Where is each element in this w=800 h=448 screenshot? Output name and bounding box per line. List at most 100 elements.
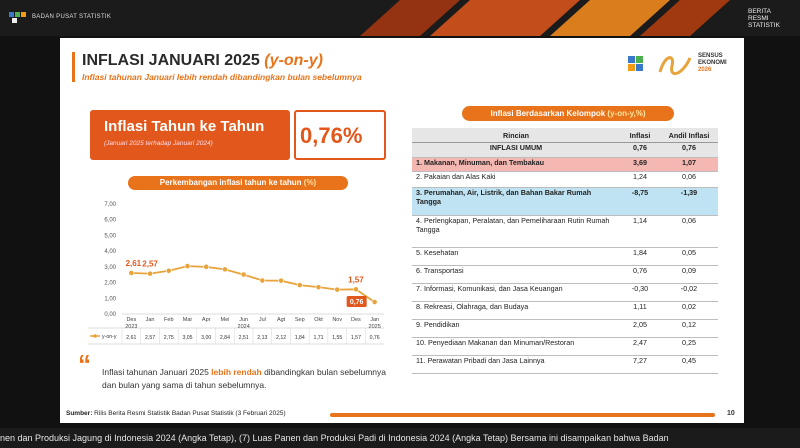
- data-point: [334, 286, 341, 293]
- x-tick-label: Jan: [146, 317, 155, 323]
- x-tick-year-label: 2025: [369, 324, 381, 330]
- table-row: 1. Makanan, Minuman, dan Tembakau 3,69 1,0…: [412, 157, 718, 172]
- data-point: [184, 263, 191, 269]
- row-andil: 0,06: [660, 171, 718, 188]
- data-point: [353, 286, 359, 293]
- sensus-line: EKONOMI: [698, 60, 727, 66]
- row-name: 5. Kesehatan: [412, 247, 620, 266]
- title-main: INFLASI JANUARI 2025: [82, 52, 265, 69]
- data-table-value: 2,57: [145, 335, 155, 341]
- row-name: 4. Perlengkapan, Peralatan, dan Pemeliha…: [412, 215, 620, 248]
- y-tick-label: 5,00: [104, 233, 116, 239]
- data-table-value: 1,71: [313, 335, 323, 341]
- table-row: 10. Penyediaan Makanan dan Minuman/Resto…: [412, 337, 718, 356]
- data-label: 2,57: [142, 260, 158, 269]
- y-tick-label: 4,00: [104, 249, 116, 255]
- chart-title-pill: [128, 176, 348, 190]
- table-row: INFLASI UMUM 0,76 0,76: [412, 142, 718, 158]
- source-text: Rilis Berita Resmi Statistik Badan Pusat…: [92, 410, 286, 417]
- x-tick-label: Apr: [202, 317, 211, 323]
- data-point: [296, 282, 303, 288]
- slide-subtitle: Inflasi tahunan Januari lebih rendah dib…: [82, 72, 362, 82]
- row-name: 9. Pendidikan: [412, 319, 620, 338]
- data-table-value: 2,84: [220, 335, 230, 341]
- row-andil: 0,76: [660, 142, 718, 158]
- data-label: 1,57: [348, 275, 364, 284]
- data-table-value: 2,51: [239, 335, 249, 341]
- title-yoy: (y-on-y): [264, 52, 323, 69]
- row-andil: 0,09: [660, 265, 718, 284]
- row-andil: 0,02: [660, 301, 718, 320]
- table-title-text: Inflasi Berdasarkan Kelompok: [490, 109, 608, 118]
- data-table-value: 2,75: [164, 335, 174, 341]
- x-tick-label: Jul: [259, 317, 266, 323]
- page-number: 10: [727, 410, 735, 417]
- source-label: Sumber:: [66, 410, 93, 417]
- x-tick-label: Nov: [332, 317, 342, 323]
- data-table-value: 3,00: [201, 335, 211, 341]
- news-ticker-text: nen dan Produksi Jagung di Indonesia 202…: [0, 433, 669, 443]
- series-line-yoy: [131, 265, 376, 303]
- row-name: 1. Makanan, Minuman, dan Tembakau: [412, 157, 620, 172]
- x-tick-label: Sep: [295, 317, 305, 323]
- data-point: [147, 270, 153, 277]
- row-inflasi: -8,75: [620, 187, 660, 216]
- topbar-org-name: BADAN PUSAT STATISTIK: [32, 14, 112, 20]
- data-point: [371, 299, 378, 305]
- table-header-cell: Rincian: [412, 128, 620, 143]
- table-title: Inflasi Berdasarkan Kelompok (y-on-y,%): [462, 109, 674, 118]
- y-tick-label: 1,00: [104, 296, 116, 302]
- slide-title: INFLASI JANUARI 2025 (y-on-y): [82, 52, 323, 70]
- quote-text: dibandingkan bulan sebelumnya dan bulan …: [102, 367, 387, 390]
- row-inflasi: 1,24: [620, 171, 660, 188]
- quote-text: Inflasi tahunan Januari 2025: [102, 367, 212, 377]
- row-name: 11. Perawatan Pribadi dan Jasa Lainnya: [412, 355, 620, 374]
- sensus-line: SENSUS: [698, 53, 723, 59]
- data-table-value: 2,12: [276, 335, 286, 341]
- x-tick-label: Agt: [277, 317, 286, 323]
- table-row: 11. Perawatan Pribadi dan Jasa Lainnya 7,…: [412, 355, 718, 374]
- row-inflasi: 0,76: [620, 142, 660, 158]
- brs-label-line: RESMI: [748, 15, 769, 22]
- row-andil: -1,39: [660, 187, 718, 216]
- row-inflasi: 7,27: [620, 355, 660, 374]
- chart-title: Perkembangan inflasi tahun ke tahun (%): [128, 178, 348, 187]
- headline-value-box: [294, 110, 386, 160]
- headline-title: Inflasi Tahun ke Tahun: [104, 118, 265, 135]
- x-tick-label: Feb: [164, 317, 173, 323]
- data-table-value: 2,13: [257, 335, 267, 341]
- headline-box: [90, 110, 290, 160]
- table-row: 5. Kesehatan 1,84 0,05: [412, 247, 718, 266]
- inflation-line-chart: 0,001,002,003,004,005,006,007,00Des2023J…: [88, 202, 384, 345]
- table-row: 6. Transportasi 0,76 0,09: [412, 265, 718, 284]
- chart-title-unit: (%): [303, 178, 317, 187]
- table-row: 2. Pakaian dan Alas Kaki 1,24 0,06: [412, 171, 718, 188]
- row-andil: 0,45: [660, 355, 718, 374]
- data-label-box: [346, 296, 367, 308]
- data-point: [259, 277, 266, 284]
- bps-logo-icon: [9, 12, 26, 23]
- source-note: Sumber: Rilis Berita Resmi Statistik Bad…: [66, 410, 286, 417]
- x-tick-label: Okt: [314, 317, 323, 323]
- row-inflasi: 2,47: [620, 337, 660, 356]
- data-point: [203, 263, 210, 270]
- data-table-value: 1,57: [351, 335, 361, 341]
- row-inflasi: 2,05: [620, 319, 660, 338]
- row-name: 3. Perumahan, Air, Listrik, dan Bahan Ba…: [412, 187, 620, 216]
- legend-marker: [93, 334, 97, 338]
- row-inflasi: 0,76: [620, 265, 660, 284]
- data-point: [240, 271, 247, 278]
- row-name: 8. Rekreasi, Olahraga, dan Budaya: [412, 301, 620, 320]
- row-name: 6. Transportasi: [412, 265, 620, 284]
- row-andil: 0,05: [660, 247, 718, 266]
- footer-accent-line: [330, 413, 715, 417]
- sensus-ekonomi-logo-icon: [628, 56, 692, 75]
- data-table-value: 1,84: [295, 335, 305, 341]
- table-row: 7. Informasi, Komunikasi, dan Jasa Keuan…: [412, 283, 718, 302]
- data-label: 0,76: [350, 299, 364, 306]
- table-row: 3. Perumahan, Air, Listrik, dan Bahan Ba…: [412, 187, 718, 216]
- row-name: INFLASI UMUM: [412, 142, 620, 158]
- table-title-unit: (y-on-y,%): [607, 109, 646, 118]
- row-andil: -0,02: [660, 283, 718, 302]
- x-tick-label: Jun: [239, 317, 248, 323]
